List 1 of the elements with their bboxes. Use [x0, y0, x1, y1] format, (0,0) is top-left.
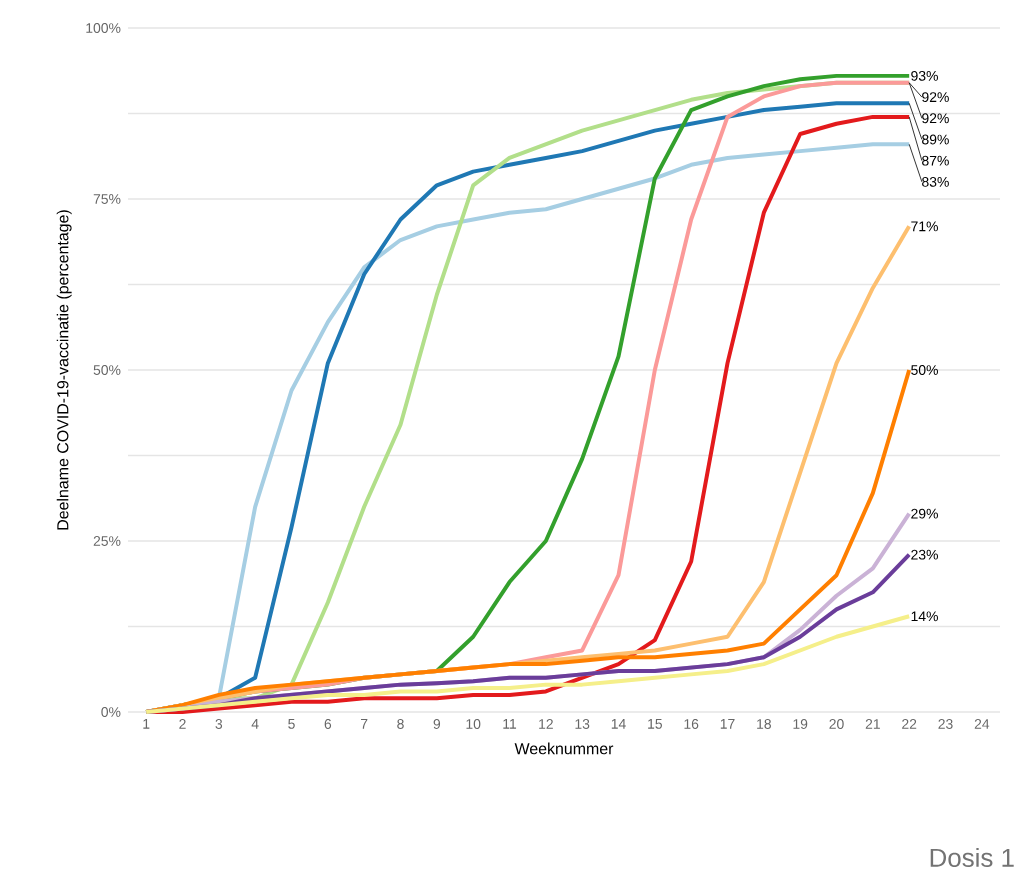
text: Dosis 1 [930, 847, 1014, 867]
